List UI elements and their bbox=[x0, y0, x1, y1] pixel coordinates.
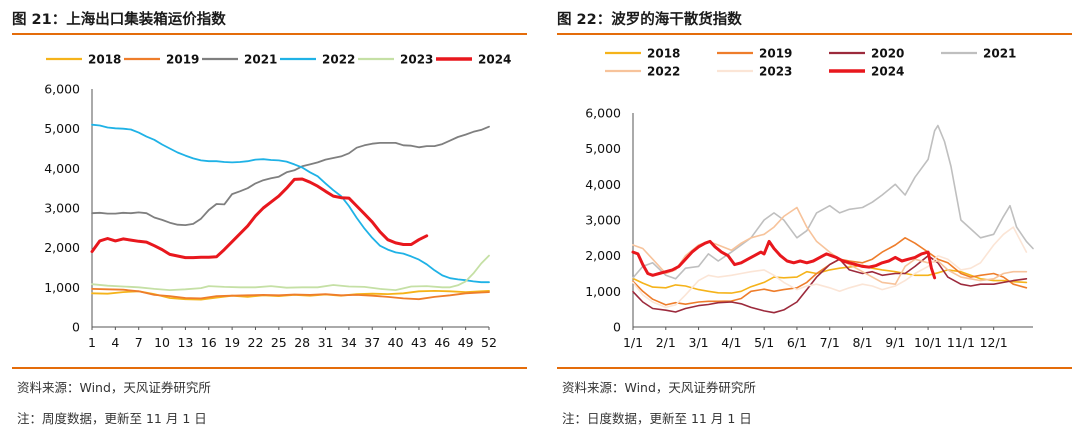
series-line-2021 bbox=[91, 125, 490, 226]
divider bbox=[12, 367, 527, 369]
x-tick-label: 5/1 bbox=[754, 335, 774, 350]
series-line-2018 bbox=[632, 264, 1028, 294]
x-tick-label: 10/1 bbox=[914, 335, 942, 350]
x-tick-label: 1 bbox=[88, 335, 96, 350]
x-tick-label: 19 bbox=[224, 335, 240, 350]
x-tick-label: 10 bbox=[154, 335, 170, 350]
bdi-panel: 图 22：波罗的海干散货指数 2018 2019 2020 2021 2022 2023 2… bbox=[557, 0, 1072, 428]
bdi-line-chart: 2018 2019 2020 2021 2022 2023 2024 0 1,000 2,000 3… bbox=[585, 47, 1034, 350]
x-tick-label: 49 bbox=[458, 335, 474, 350]
x-tick-label: 25 bbox=[271, 335, 287, 350]
legend-label: 2020 bbox=[871, 47, 904, 61]
y-tick-label: 3,000 bbox=[585, 213, 621, 228]
y-tick-label: 3,000 bbox=[44, 201, 80, 216]
scfi-line-chart: 2018 2019 2021 2022 2023 2024 0 1,000 2,000 3,000… bbox=[44, 53, 511, 351]
legend-item: 2019 bbox=[717, 47, 792, 61]
x-tick-label: 46 bbox=[434, 335, 450, 350]
legend-label: 2023 bbox=[400, 53, 433, 67]
x-tick-label: 6/1 bbox=[787, 335, 807, 350]
y-tick-label: 1,000 bbox=[44, 280, 80, 295]
legend-label: 2021 bbox=[244, 53, 277, 67]
legend-item: 2022 bbox=[280, 53, 355, 67]
legend-item: 2021 bbox=[202, 53, 277, 67]
legend-item: 2024 bbox=[436, 53, 511, 67]
x-tick-label: 11/1 bbox=[947, 335, 975, 350]
series-group bbox=[90, 123, 490, 301]
x-tick-label: 4 bbox=[111, 335, 119, 350]
x-tick-label: 12/1 bbox=[980, 335, 1008, 350]
series-line-2023 bbox=[632, 226, 1028, 309]
legend-item: 2018 bbox=[46, 53, 121, 67]
x-tick-label: 22 bbox=[248, 335, 264, 350]
x-tick-label: 13 bbox=[177, 335, 193, 350]
legend-item: 2024 bbox=[829, 65, 904, 79]
series-line-2022 bbox=[91, 123, 490, 284]
y-tick-label: 2,000 bbox=[585, 248, 621, 263]
y-tick-label: 6,000 bbox=[44, 82, 80, 97]
series-line-2022 bbox=[632, 206, 1028, 285]
series-line-2019 bbox=[632, 237, 1028, 306]
x-tick-label: 40 bbox=[388, 335, 404, 350]
y-tick-label: 0 bbox=[613, 320, 621, 335]
x-tick-label: 28 bbox=[294, 335, 310, 350]
y-tick-label: 5,000 bbox=[44, 121, 80, 136]
legend-label: 2019 bbox=[166, 53, 199, 67]
source-note: 资料来源：Wind，天风证券研究所 bbox=[17, 380, 211, 395]
legend-label: 2021 bbox=[983, 47, 1016, 61]
legend-item: 2019 bbox=[124, 53, 199, 67]
legend-item: 2023 bbox=[358, 53, 433, 67]
y-tick-label: 5,000 bbox=[585, 141, 621, 156]
series-group bbox=[631, 124, 1034, 314]
legend-label: 2024 bbox=[478, 53, 511, 67]
y-tick-label: 4,000 bbox=[585, 177, 621, 192]
divider bbox=[557, 367, 1072, 369]
legend-item: 2021 bbox=[941, 47, 1016, 61]
legend-label: 2022 bbox=[647, 65, 680, 79]
y-tick-label: 2,000 bbox=[44, 240, 80, 255]
legend-item: 2023 bbox=[717, 65, 792, 79]
legend-item: 2020 bbox=[829, 47, 904, 61]
x-tick-label: 7 bbox=[135, 335, 143, 350]
legend-label: 2018 bbox=[88, 53, 121, 67]
x-tick-label: 43 bbox=[411, 335, 427, 350]
y-tick-label: 1,000 bbox=[585, 284, 621, 299]
x-tick-label: 2/1 bbox=[656, 335, 676, 350]
x-tick-label: 52 bbox=[481, 335, 497, 350]
legend-label: 2022 bbox=[322, 53, 355, 67]
x-tick-label: 4/1 bbox=[721, 335, 741, 350]
scfi-panel: 图 21：上海出口集装箱运价指数 2018 2019 2021 2022 2023 202… bbox=[12, 0, 527, 428]
x-tick-label: 1/1 bbox=[623, 335, 643, 350]
legend-label: 2018 bbox=[647, 47, 680, 61]
series-line-2024 bbox=[631, 239, 937, 280]
legend-label: 2019 bbox=[759, 47, 792, 61]
series-line-2023 bbox=[91, 254, 490, 291]
series-line-2019 bbox=[91, 288, 490, 301]
divider bbox=[557, 33, 1072, 35]
x-tick-label: 34 bbox=[341, 335, 357, 350]
x-tick-label: 31 bbox=[318, 335, 334, 350]
x-tick-label: 8/1 bbox=[852, 335, 872, 350]
page-title: 图 21：上海出口集装箱运价指数 bbox=[12, 12, 226, 28]
y-tick-label: 6,000 bbox=[585, 106, 621, 121]
x-tick-label: 9/1 bbox=[885, 335, 905, 350]
y-tick-label: 4,000 bbox=[44, 161, 80, 176]
divider bbox=[12, 33, 527, 35]
legend-label: 2024 bbox=[871, 65, 904, 79]
legend-label: 2023 bbox=[759, 65, 792, 79]
x-tick-label: 37 bbox=[364, 335, 380, 350]
series-line-2021 bbox=[632, 124, 1034, 280]
y-tick-label: 0 bbox=[72, 320, 80, 335]
update-note: 注：周度数据，更新至 11 月 1 日 bbox=[17, 411, 207, 426]
series-line-2024 bbox=[90, 177, 429, 260]
x-tick-label: 16 bbox=[201, 335, 217, 350]
legend-item: 2022 bbox=[605, 65, 680, 79]
source-note: 资料来源：Wind，天风证券研究所 bbox=[562, 380, 756, 395]
series-line-2020 bbox=[632, 254, 1028, 314]
x-tick-label: 7/1 bbox=[820, 335, 840, 350]
page-title: 图 22：波罗的海干散货指数 bbox=[557, 12, 742, 28]
x-tick-label: 3/1 bbox=[689, 335, 709, 350]
update-note: 注：日度数据，更新至 11 月 1 日 bbox=[562, 411, 752, 426]
legend-item: 2018 bbox=[605, 47, 680, 61]
